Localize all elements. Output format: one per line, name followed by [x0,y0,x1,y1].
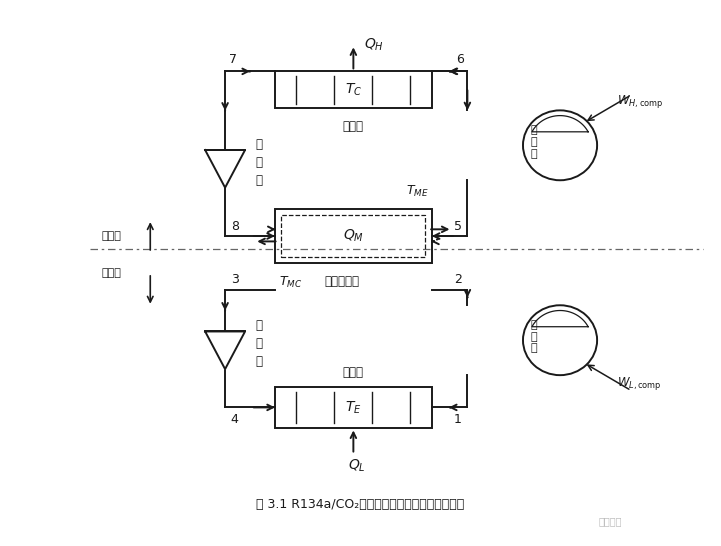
Text: $W_{H,\mathrm{ comp}}$: $W_{H,\mathrm{ comp}}$ [617,93,663,110]
Text: 高温级: 高温级 [101,231,121,241]
Text: $T_C$: $T_C$ [345,82,362,98]
Text: $W_{L,\mathrm{ comp}}$: $W_{L,\mathrm{ comp}}$ [617,376,662,393]
Text: 8: 8 [231,219,239,233]
Text: 5: 5 [454,219,461,233]
Polygon shape [205,331,245,369]
Text: $Q_M$: $Q_M$ [342,228,364,244]
Polygon shape [532,311,588,327]
Text: $T_{MC}$: $T_{MC}$ [278,275,302,290]
Text: 制冷百家: 制冷百家 [598,517,622,527]
Text: 3: 3 [231,274,239,287]
Text: 节
流
阀: 节 流 阀 [255,319,262,368]
Text: 冷凝器: 冷凝器 [343,121,364,133]
Text: 图 3.1 R134a/CO₂复叠式制冷循环系统结构原理图: 图 3.1 R134a/CO₂复叠式制冷循环系统结构原理图 [257,498,464,512]
Circle shape [523,110,597,180]
Text: 节
流
阀: 节 流 阀 [255,138,262,187]
Text: 1: 1 [454,413,461,426]
Text: 蒸发器: 蒸发器 [343,366,364,379]
Text: 压
缩
机: 压 缩 机 [531,126,537,158]
Text: $T_{ME}$: $T_{ME}$ [405,184,428,199]
Text: 6: 6 [456,53,464,66]
Text: 冷凝蒸发器: 冷凝蒸发器 [325,275,360,288]
Text: $Q_L$: $Q_L$ [348,458,366,474]
Polygon shape [205,150,245,188]
Text: 7: 7 [229,53,236,66]
Polygon shape [532,116,588,132]
Text: 低温级: 低温级 [101,268,121,278]
Bar [275,72,432,108]
Text: 压
缩
机: 压 缩 机 [531,321,537,353]
Text: $Q_H$: $Q_H$ [364,36,384,53]
Bar [275,387,432,428]
Bar [281,215,425,257]
Text: $T_E$: $T_E$ [345,399,362,416]
Bar [275,209,432,263]
Text: 2: 2 [454,274,461,287]
Circle shape [523,305,597,375]
Text: 4: 4 [231,413,239,426]
